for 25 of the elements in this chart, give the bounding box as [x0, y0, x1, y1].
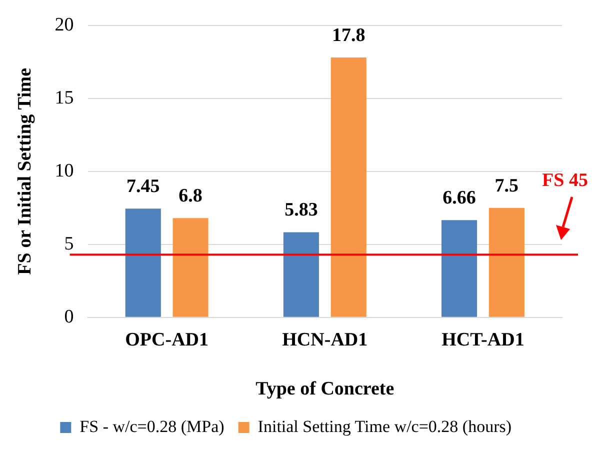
data-label: 6.66 — [442, 188, 476, 209]
y-tick-label: 10 — [54, 160, 74, 182]
data-label: 6.8 — [178, 186, 202, 207]
y-axis-title: FS or Initial Setting Time — [14, 68, 36, 275]
bar — [441, 220, 478, 317]
bar — [283, 232, 319, 317]
x-tick-label: OPC-AD1 — [125, 330, 209, 351]
x-tick-label: HCT-AD1 — [442, 330, 524, 351]
data-label: 7.5 — [494, 175, 519, 196]
bar — [125, 208, 161, 317]
y-tick-label: 15 — [54, 87, 74, 108]
bar — [172, 218, 208, 317]
bar — [330, 58, 366, 317]
ref-line-label: FS 45 — [542, 170, 588, 192]
x-tick-label: HCN-AD1 — [282, 330, 368, 351]
y-tick-label: 20 — [54, 14, 74, 36]
legend-label: FS - w/c=0.28 (MPa) — [80, 416, 224, 436]
y-tick-label: 5 — [64, 233, 74, 254]
legend-label: Initial Setting Time w/c=0.28 (hours) — [258, 416, 512, 436]
bar — [488, 208, 524, 317]
data-label: 7.45 — [126, 176, 160, 198]
x-axis-title: Type of Concrete — [256, 378, 394, 400]
data-label: 5.83 — [284, 200, 318, 221]
y-tick-label: 0 — [64, 306, 74, 328]
data-label: 17.8 — [332, 24, 366, 46]
